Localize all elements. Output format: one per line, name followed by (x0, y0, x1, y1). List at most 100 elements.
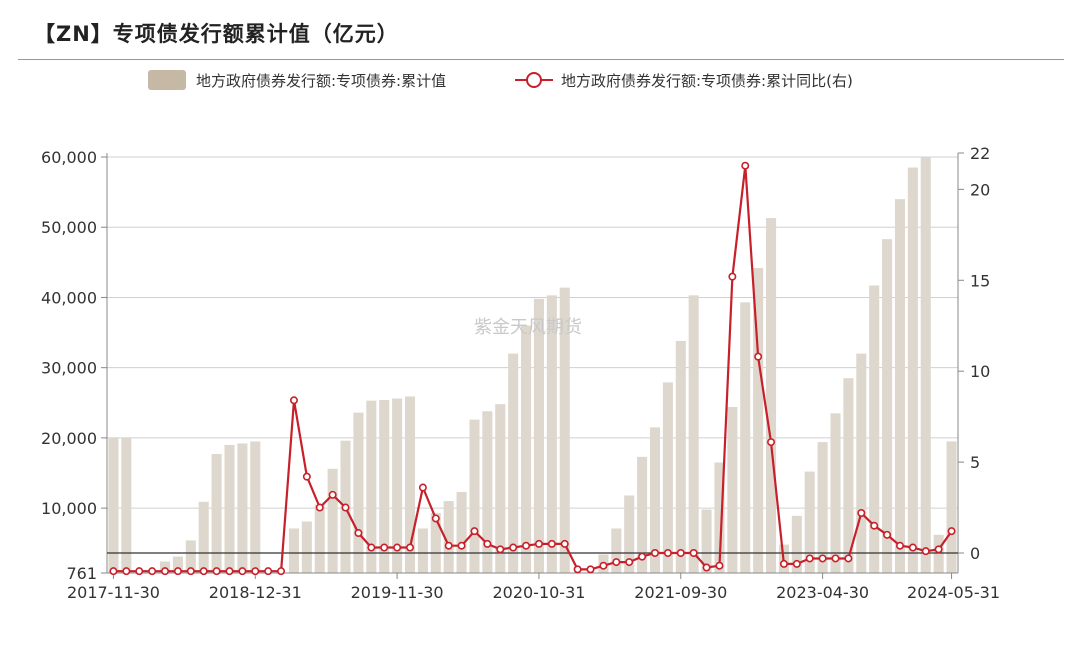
yoy-point (844, 554, 853, 563)
legend-item-bar[interactable]: 地方政府债券发行额:专项债券:累计值 (148, 66, 446, 94)
yoy-point (728, 272, 737, 281)
yoy-point (908, 543, 917, 552)
yoy-point (186, 567, 195, 576)
yoy-point (715, 561, 724, 570)
y-right-tick-label: 10 (970, 362, 990, 381)
y-left-tick-label: 50,000 (41, 218, 97, 237)
yoy-point (831, 554, 840, 563)
yoy-point (921, 547, 930, 556)
bar (392, 398, 403, 573)
chart-title: 【ZN】专项债发行额累计值（亿元） (34, 22, 399, 46)
bar (624, 495, 635, 573)
yoy-point (289, 396, 298, 405)
y-left-tick-label: 30,000 (41, 359, 97, 378)
yoy-point (792, 559, 801, 568)
y-right-tick-label: 20 (970, 180, 990, 199)
bar (404, 396, 416, 573)
yoy-point (934, 545, 943, 554)
bar (482, 411, 493, 573)
yoy-point (625, 558, 634, 567)
bar (907, 167, 918, 573)
yoy-point (522, 541, 531, 550)
yoy-point (264, 567, 273, 576)
bar (301, 521, 312, 573)
yoy-point (135, 567, 144, 576)
bar (894, 199, 906, 573)
yoy-point (109, 567, 118, 576)
yoy-point (470, 527, 479, 536)
bar (495, 404, 506, 573)
bar (869, 285, 880, 573)
bar (559, 287, 570, 573)
legend-bar-label: 地方政府债券发行额:专项债券:累计值 (196, 71, 447, 90)
bar (198, 501, 209, 573)
yoy-point (367, 543, 376, 552)
yoy-point (779, 559, 788, 568)
watermark: 紫金天风期货 (474, 317, 582, 338)
bar (933, 534, 944, 573)
yoy-point (895, 541, 904, 550)
legend-line-swatch (515, 72, 553, 88)
yoy-point (161, 567, 170, 576)
yoy-point (663, 548, 672, 557)
yoy-point (444, 541, 453, 550)
yoy-point (341, 503, 350, 512)
yoy-point (418, 483, 427, 492)
bar (701, 509, 712, 573)
bar (288, 528, 299, 573)
yoy-point (560, 539, 569, 548)
bar (856, 353, 867, 573)
bar (430, 513, 441, 573)
yoy-point (393, 543, 402, 552)
yoy-point (767, 438, 776, 447)
x-tick-label: 2023-04-30 (776, 583, 869, 602)
yoy-point (573, 565, 582, 574)
yoy-point (818, 554, 827, 563)
bar (882, 239, 893, 573)
bar (379, 399, 390, 573)
bar (121, 437, 132, 573)
bar (946, 441, 957, 573)
bar (740, 302, 751, 573)
yoy-point (586, 565, 595, 574)
bar (843, 378, 854, 573)
yoy-point (173, 567, 182, 576)
yoy-point (599, 561, 608, 570)
bar (675, 340, 686, 573)
bar (920, 157, 931, 573)
x-tick-label: 2017-11-30 (67, 583, 160, 602)
bar (521, 325, 532, 573)
yoy-point (638, 552, 647, 561)
yoy-point (225, 567, 234, 576)
bar (250, 441, 261, 573)
y-right-tick-label: 5 (970, 453, 980, 472)
y-right-tick-label: 15 (970, 271, 990, 290)
bar (727, 406, 738, 573)
bar (533, 298, 544, 573)
yoy-point (277, 567, 286, 576)
y-left-tick-label: 40,000 (41, 288, 97, 307)
legend-item-line[interactable]: 地方政府债券发行额:专项债券:累计同比(右) (515, 66, 853, 94)
bar (353, 412, 364, 573)
yoy-point (676, 548, 685, 557)
yoy-point (534, 539, 543, 548)
tick-labels: 761 10,000 20,000 30,000 40,000 50,000 60,000 0… (41, 144, 1000, 602)
yoy-point (302, 472, 311, 481)
yoy-point (148, 567, 157, 576)
bar (753, 267, 764, 573)
yoy-point (870, 521, 879, 530)
x-tick-label: 2019-11-30 (351, 583, 444, 602)
bar (172, 556, 183, 573)
bar (662, 382, 673, 573)
yoy-point (380, 543, 389, 552)
bar (546, 295, 557, 573)
bar (314, 504, 325, 573)
x-tick-label: 2024-05-31 (907, 583, 1000, 602)
yoy-point (315, 503, 324, 512)
yoy-point (509, 543, 518, 552)
line-series (109, 161, 956, 576)
bar (791, 515, 802, 573)
bar (327, 468, 338, 573)
bar (804, 471, 815, 573)
